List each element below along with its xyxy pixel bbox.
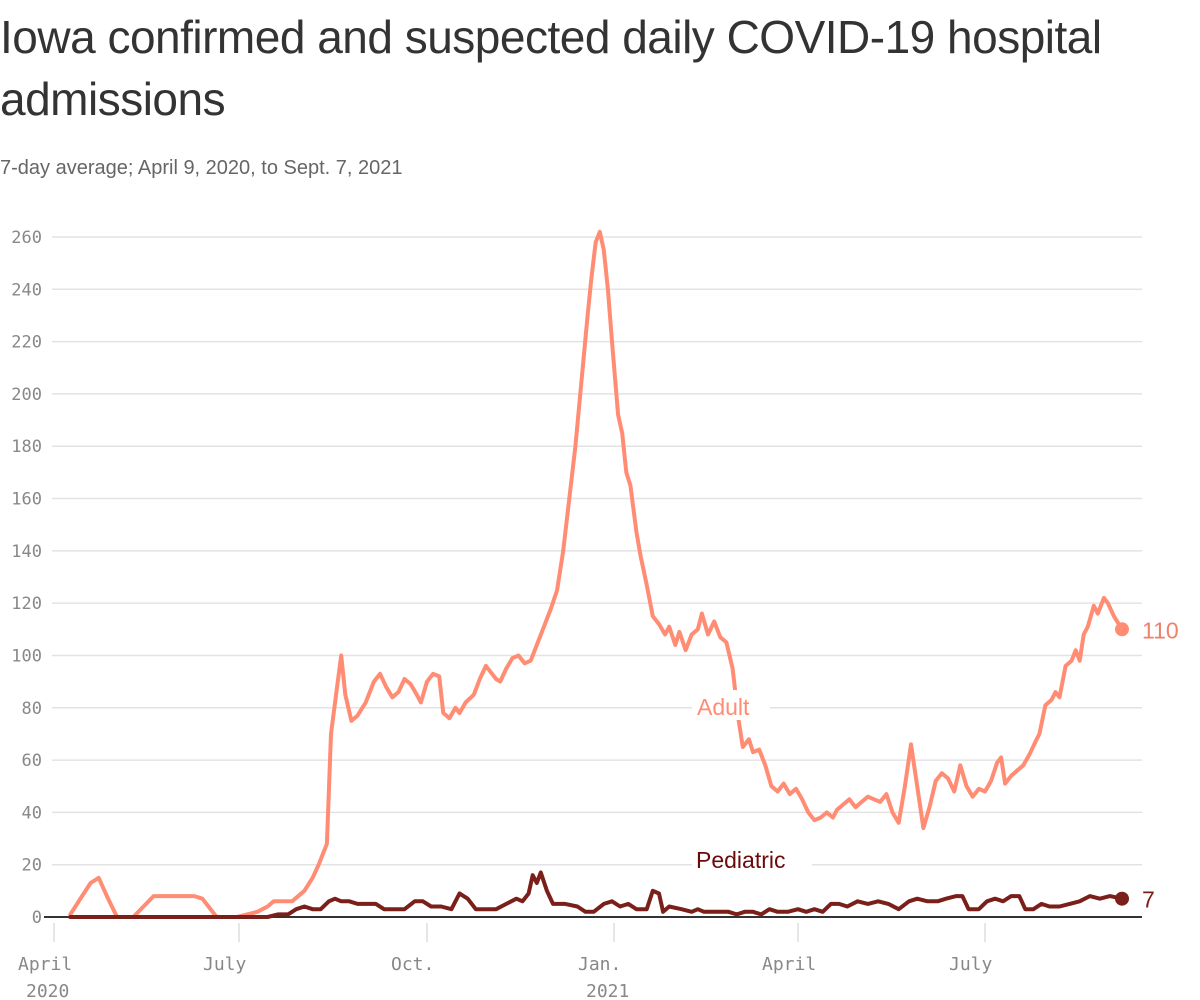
- adult-series-label: Adult: [692, 690, 770, 720]
- adult-end-value: 110: [1142, 617, 1179, 643]
- x-gridlines: [53, 923, 986, 942]
- y-tick-label: 0: [32, 908, 42, 928]
- x-tick-label: Jan.: [578, 954, 621, 975]
- x-axis-labels: April 2020 July Oct. Jan. 2021 April July: [18, 954, 993, 1000]
- y-tick-label: 60: [22, 751, 42, 771]
- y-tick-label: 100: [11, 646, 42, 666]
- y-tick-label: 180: [11, 437, 42, 457]
- pediatric-series-line: [68, 870, 1124, 919]
- y-tick-label: 20: [22, 856, 42, 876]
- y-tick-label: 120: [11, 594, 42, 614]
- y-axis-labels: 0 20 40 60 80 100 120 140 160 180 200 220 240 260: [11, 228, 42, 928]
- svg-text:Adult: Adult: [697, 694, 750, 720]
- y-tick-label: 200: [11, 385, 42, 405]
- pediatric-end-value: 7: [1142, 887, 1155, 913]
- y-tick-label: 40: [22, 803, 42, 823]
- adult-series-line: [68, 229, 1124, 919]
- x-tick-label: April: [18, 954, 72, 975]
- pediatric-end-marker: [1115, 891, 1129, 906]
- x-tick-label: Oct.: [391, 954, 434, 975]
- x-tick-year: 2021: [586, 981, 629, 1000]
- x-tick-label: July: [949, 954, 993, 975]
- chart-subtitle: 7-day average; April 9, 2020, to Sept. 7…: [0, 157, 403, 179]
- y-tick-label: 260: [11, 228, 42, 248]
- x-tick-label: July: [203, 954, 247, 975]
- adult-end-marker: [1115, 622, 1129, 637]
- chart-title: Iowa confirmed and suspected daily COVID…: [0, 11, 1102, 125]
- y-gridlines: [52, 236, 1142, 866]
- y-tick-label: 220: [11, 333, 42, 353]
- x-tick-year: 2020: [26, 981, 69, 1000]
- pediatric-series-label: Pediatric: [692, 844, 812, 874]
- y-tick-label: 240: [11, 280, 42, 300]
- y-tick-label: 80: [22, 699, 42, 719]
- svg-text:Pediatric: Pediatric: [696, 847, 785, 873]
- y-tick-label: 140: [11, 542, 42, 562]
- x-tick-label: April: [762, 954, 816, 975]
- y-tick-label: 160: [11, 490, 42, 510]
